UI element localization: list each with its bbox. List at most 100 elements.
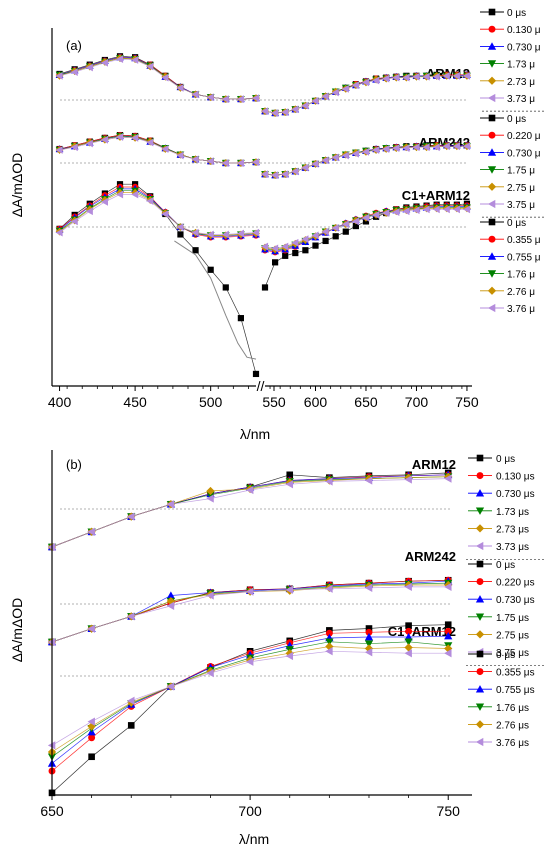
data-point <box>176 151 184 160</box>
data-point <box>404 475 412 484</box>
data-point <box>191 155 199 164</box>
data-point <box>127 512 135 521</box>
data-point <box>88 734 96 742</box>
data-point <box>331 88 339 97</box>
data-point <box>271 259 279 266</box>
data-point <box>85 139 93 148</box>
data-point <box>352 222 359 230</box>
data-point <box>70 68 78 76</box>
data-point <box>311 160 319 168</box>
legend-marker <box>488 131 496 139</box>
legend-marker <box>487 182 497 191</box>
series-line <box>51 650 449 746</box>
data-point <box>245 587 254 596</box>
panel-a-x-axis-label: λ/nm <box>240 426 270 442</box>
data-point <box>87 717 95 726</box>
data-point <box>116 55 124 63</box>
data-point <box>252 228 260 237</box>
x-tick-label: 450 <box>123 394 147 410</box>
data-point <box>146 197 154 205</box>
panel-b-y-axis-label: ΔA/mΔOD <box>9 598 25 663</box>
data-point <box>146 138 154 147</box>
legend-label: 1.75 μ <box>507 166 535 177</box>
data-point <box>412 143 420 152</box>
data-point <box>55 228 63 237</box>
legend-marker <box>488 235 496 243</box>
data-point <box>207 266 214 273</box>
data-point <box>321 227 329 236</box>
legend-label: 1.73 μs <box>496 507 529 518</box>
data-point <box>70 143 78 152</box>
data-point <box>402 73 410 82</box>
legend-marker <box>487 199 496 209</box>
x-tick-label: 600 <box>304 394 328 410</box>
data-point <box>221 159 229 167</box>
data-point <box>362 213 370 222</box>
group-label: ARM12 <box>412 457 456 472</box>
legend-marker <box>488 25 496 33</box>
data-point <box>382 209 390 217</box>
data-point <box>116 133 124 141</box>
legend-label: 0.130 μ <box>507 25 541 36</box>
data-point <box>321 92 329 101</box>
legend-label: 3.75 μs <box>496 648 529 659</box>
legend-label: 2.76 μ <box>507 287 535 298</box>
data-point <box>452 205 460 214</box>
data-point <box>325 477 333 486</box>
data-point <box>291 238 299 247</box>
legend-label: 0 μs <box>507 114 526 125</box>
data-point <box>301 235 309 243</box>
data-point <box>177 231 184 238</box>
legend-label: 2.75 μs <box>496 630 529 641</box>
legend-label: 0.130 μs <box>496 472 535 483</box>
panel-b-label: (b) <box>66 457 82 472</box>
legend-label: 3.75 μ <box>507 200 535 211</box>
legend-marker <box>487 252 497 260</box>
data-point <box>85 207 93 216</box>
legend-label: 0 μs <box>496 454 515 465</box>
data-point <box>285 480 294 489</box>
data-point <box>372 76 380 85</box>
legend-label: 1.76 μs <box>496 703 529 714</box>
data-point <box>392 73 400 82</box>
data-point <box>252 94 260 103</box>
legend-marker <box>487 270 497 278</box>
data-point <box>176 84 184 92</box>
data-point <box>237 95 244 103</box>
legend-marker <box>487 166 497 174</box>
data-point <box>206 157 214 166</box>
data-point <box>412 72 420 81</box>
data-point <box>261 107 269 116</box>
legend-marker <box>487 303 496 313</box>
data-point <box>342 228 349 235</box>
data-point <box>352 149 359 158</box>
data-point <box>311 97 319 105</box>
panel-b-axes: 650 700 750 <box>40 450 472 819</box>
data-point <box>101 198 108 206</box>
legend-label: 1.73 μ <box>507 60 535 71</box>
legend-marker <box>475 541 484 551</box>
legend-marker <box>487 286 497 295</box>
legend-marker <box>487 93 496 103</box>
legend-label: 0 μs <box>496 650 515 661</box>
x-tick-label: 700 <box>405 394 429 410</box>
panel-b-legends: 0 μs 0.130 μs 0.730 μs 1.73 μs 2.73 μs 3.73 μ… <box>466 454 546 749</box>
data-point <box>261 242 269 251</box>
data-point <box>85 63 93 72</box>
data-point <box>341 151 349 160</box>
data-point <box>325 629 333 637</box>
data-point <box>331 153 339 162</box>
data-point <box>206 491 215 499</box>
data-point <box>206 494 214 503</box>
panel-a-label: (a) <box>66 38 82 53</box>
data-point <box>222 284 229 291</box>
group-label: C1+ARM12 <box>402 188 470 203</box>
data-point <box>404 638 413 646</box>
legend-label: 3.73 μ <box>507 94 535 105</box>
legend-marker <box>488 8 496 16</box>
legend-label: 0.220 μs <box>496 578 535 589</box>
series-line <box>59 192 257 236</box>
